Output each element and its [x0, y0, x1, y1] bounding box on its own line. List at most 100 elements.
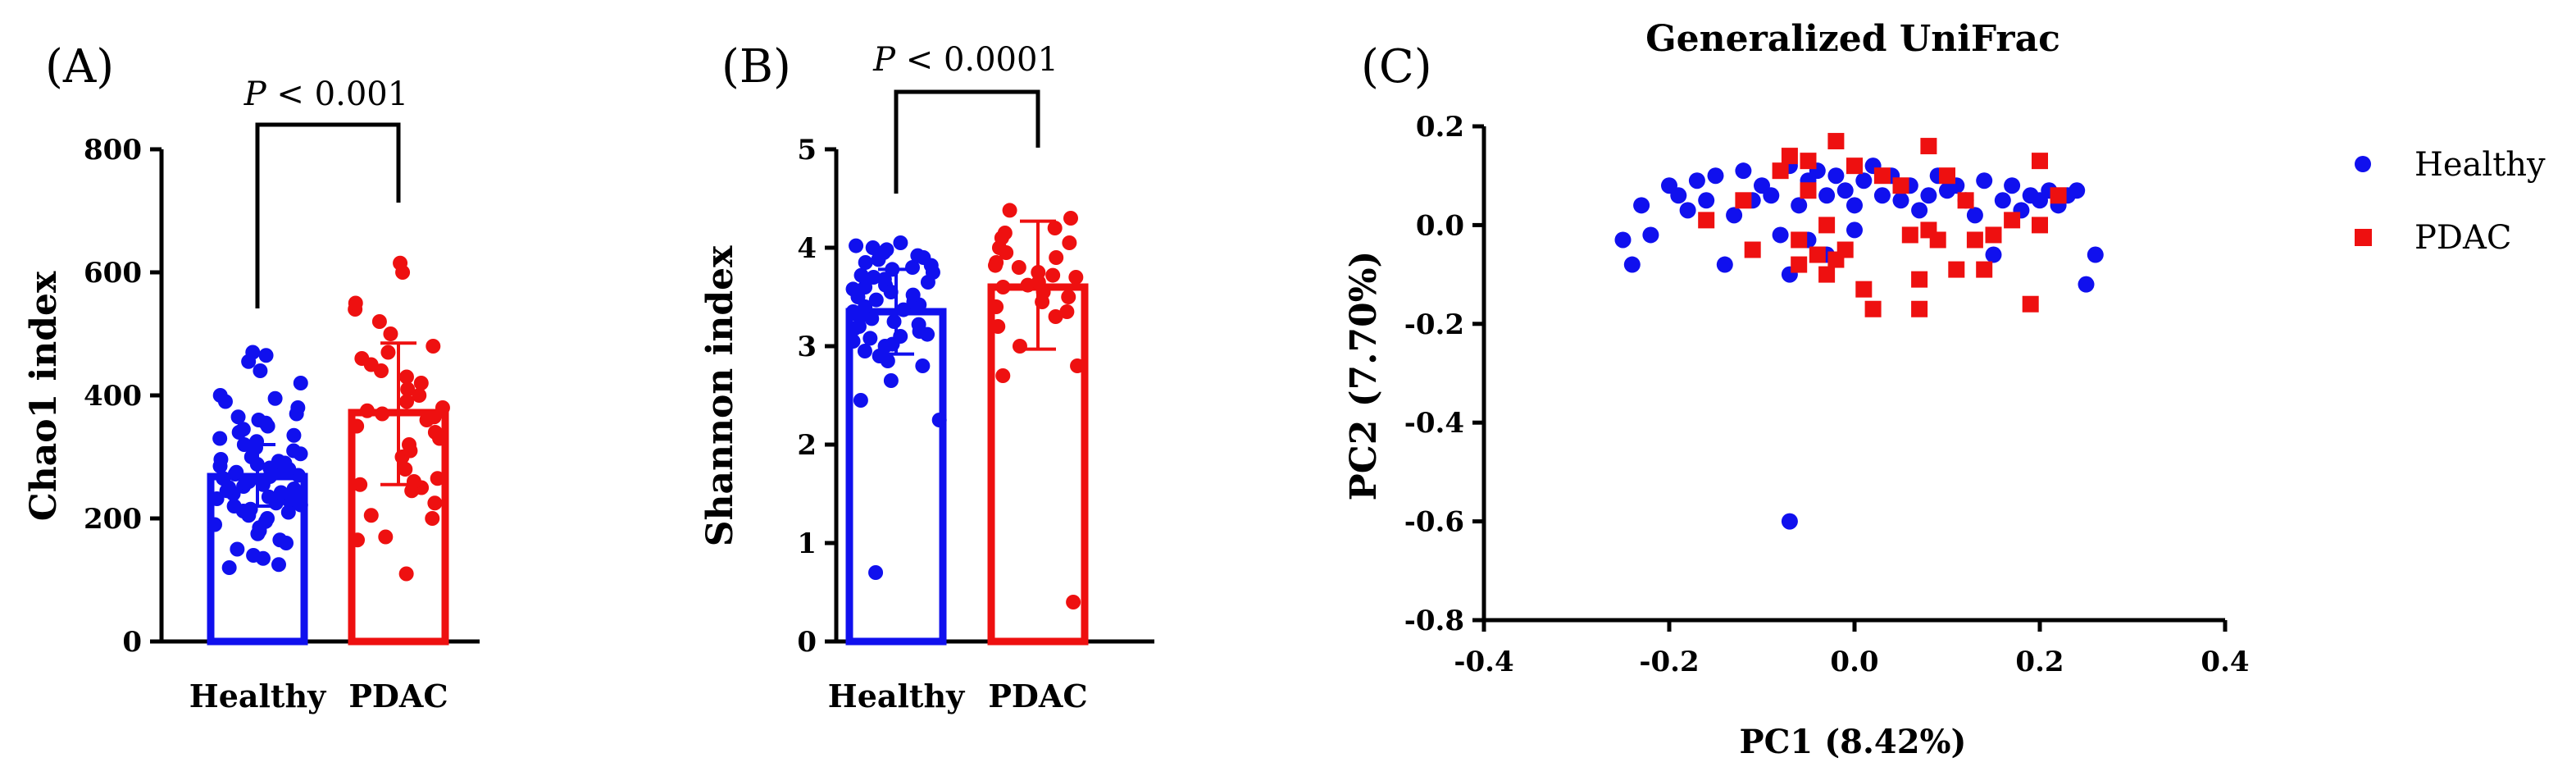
scatter-point-healthy: [1836, 182, 1854, 199]
data-point-pdac: [1061, 290, 1076, 304]
scatter-point-healthy: [1698, 192, 1715, 209]
panel-b-p-text: < 0.0001: [895, 41, 1058, 79]
data-point-pdac: [1045, 267, 1061, 283]
data-point-pdac: [990, 319, 1006, 334]
data-point-pdac: [1068, 270, 1084, 285]
data-point-pdac: [995, 368, 1011, 383]
scatter-point-healthy: [1614, 231, 1632, 249]
scatter-point-healthy: [2004, 177, 2021, 194]
legend-pdac-marker: [2355, 229, 2372, 246]
data-point-healthy: [260, 511, 275, 526]
data-point-healthy: [915, 358, 931, 373]
data-point-healthy: [213, 452, 229, 467]
y-tick-label: 5: [797, 134, 817, 167]
y-tick-label: -0.6: [1404, 506, 1464, 539]
scatter-point-pdac: [1911, 300, 1928, 317]
y-tick-label: -0.4: [1404, 407, 1464, 440]
data-point-healthy: [853, 267, 869, 283]
scatter-point-healthy: [1735, 162, 1752, 180]
scatter-point-pdac: [1846, 157, 1863, 175]
data-point-healthy: [271, 557, 287, 573]
x-category-label: Healthy: [828, 678, 965, 714]
scatter-point-pdac: [1957, 192, 1974, 209]
panel-a-p-symbol: P: [243, 75, 267, 113]
data-point-healthy: [226, 499, 242, 514]
scatter-point-pdac: [2022, 295, 2039, 313]
scatter-point-healthy: [2078, 276, 2095, 293]
panel-b-chart: (B) P < 0.0001 Shannon index 0 1 2 3 4 5 Healt…: [699, 40, 1154, 714]
data-point-pdac: [1011, 260, 1026, 275]
scatter-point-healthy: [1827, 167, 1845, 185]
data-point-healthy: [931, 413, 947, 427]
scatter-point-pdac: [1976, 261, 1993, 278]
scatter-point-healthy: [1873, 187, 1891, 204]
data-point-healthy: [857, 344, 872, 358]
data-point-healthy: [216, 471, 231, 486]
data-point-healthy: [905, 260, 921, 275]
data-point-pdac: [349, 418, 365, 434]
scatter-point-healthy: [1846, 197, 1863, 214]
scatter-point-pdac: [1791, 256, 1808, 273]
data-point-pdac: [398, 462, 413, 477]
scatter-point-healthy: [1623, 256, 1641, 273]
data-point-pdac: [1059, 304, 1075, 319]
data-point-pdac: [1062, 235, 1077, 250]
scatter-point-healthy: [1818, 187, 1836, 204]
scatter-point-pdac: [1855, 281, 1873, 298]
data-point-pdac: [348, 295, 363, 311]
y-tick-label: 400: [84, 380, 142, 413]
data-point-pdac: [427, 495, 443, 511]
data-point-healthy: [212, 388, 228, 403]
data-point-pdac: [406, 474, 421, 489]
data-point-healthy: [229, 464, 244, 480]
scatter-point-healthy: [2087, 246, 2104, 263]
scatter-point-pdac: [1985, 226, 2002, 244]
data-point-pdac: [363, 508, 379, 523]
data-point-pdac: [1048, 309, 1063, 324]
legend-pdac-label: PDAC: [2414, 219, 2511, 257]
data-point-pdac: [430, 471, 445, 486]
data-point-pdac: [353, 477, 368, 492]
data-point-healthy: [905, 287, 921, 303]
panel-b-letter: (B): [721, 40, 791, 94]
data-point-healthy: [290, 400, 306, 415]
y-tick-label: 2: [797, 429, 817, 462]
scatter-point-healthy: [1994, 192, 2011, 209]
data-point-healthy: [845, 281, 861, 297]
data-point-pdac: [997, 226, 1013, 240]
scatter-point-pdac: [1791, 231, 1808, 249]
data-point-healthy: [245, 345, 261, 360]
data-point-healthy: [853, 393, 868, 408]
y-tick-label: 1: [797, 527, 817, 560]
data-point-healthy: [868, 292, 884, 308]
y-tick-label: 4: [797, 232, 817, 265]
data-point-healthy: [286, 427, 302, 443]
data-point-healthy: [858, 280, 873, 294]
panel-c-x-axis-label: PC1 (8.42%): [1740, 723, 1967, 761]
data-point-pdac: [1066, 595, 1081, 609]
data-point-pdac: [413, 376, 429, 390]
panel-a-p-value: P < 0.001: [243, 75, 408, 113]
scatter-point-healthy: [1726, 207, 1743, 224]
x-tick-label: -0.4: [1454, 646, 1513, 678]
scatter-point-pdac: [1818, 266, 1836, 283]
x-tick-label: 0.4: [2201, 646, 2249, 678]
scatter-point-healthy: [1911, 202, 1928, 219]
data-point-pdac: [401, 437, 416, 452]
data-point-healthy: [230, 409, 246, 425]
data-point-healthy: [271, 454, 286, 469]
scatter-point-pdac: [1744, 241, 1761, 258]
data-point-healthy: [286, 482, 302, 496]
scatter-point-healthy: [1966, 207, 1983, 224]
scatter-point-pdac: [1836, 241, 1854, 258]
data-point-healthy: [879, 242, 894, 258]
data-point-pdac: [380, 345, 396, 360]
y-tick-label: 0.0: [1416, 209, 1464, 242]
data-point-pdac: [412, 388, 427, 403]
x-tick-label: -0.2: [1639, 646, 1699, 678]
legend-healthy-label: Healthy: [2414, 146, 2546, 184]
scatter-point-pdac: [2004, 212, 2021, 229]
scatter-point-healthy: [1688, 172, 1705, 189]
panel-b-y-axis-label: Shannon index: [699, 245, 741, 546]
scatter-point-pdac: [1873, 167, 1891, 185]
